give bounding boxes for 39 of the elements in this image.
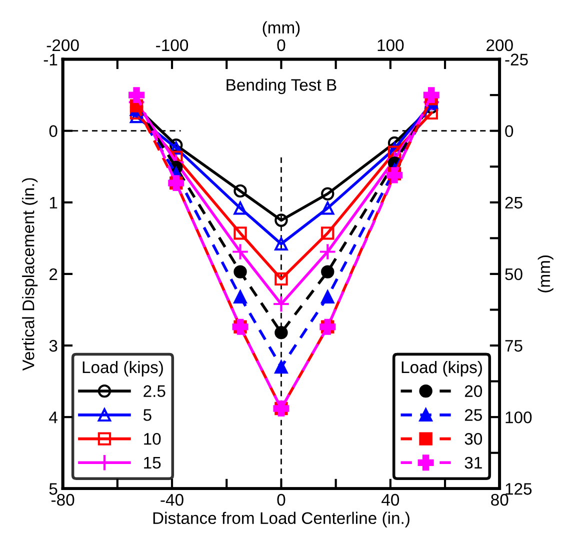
y-tick-label: 4: [49, 412, 58, 424]
x-tick-label: 80: [491, 494, 508, 506]
y-tick-label: -1: [44, 54, 58, 66]
x-tick-label: 0: [277, 494, 286, 506]
legend-label: 10: [144, 432, 161, 445]
x-tick-label: -80: [52, 494, 74, 506]
y-tick-label: 3: [49, 340, 58, 352]
legend-label: 20: [464, 385, 482, 398]
legend-title: Load (kips): [82, 360, 163, 376]
y-tick-label: 0: [49, 125, 58, 138]
x-tick-label: 40: [382, 494, 400, 506]
x2-tick-label: -200: [46, 39, 79, 52]
y-tick-label: 5: [49, 483, 58, 495]
legend-label: 5: [143, 409, 152, 421]
x2-tick-label: 100: [378, 39, 404, 52]
y2-tick-label: 50: [505, 268, 522, 280]
legend-label: 30: [464, 432, 482, 445]
legend-label: 31: [464, 456, 482, 469]
legend-label: 25: [464, 409, 482, 421]
y2-tick-label: 100: [506, 411, 532, 424]
y-tick-label: 2: [50, 268, 58, 280]
legend-label: 15: [144, 457, 161, 469]
y2-tick-label: 125: [506, 483, 532, 495]
y2-axis-title: (mm): [538, 256, 554, 292]
y-tick-label: 1: [50, 196, 58, 208]
y2-tick-label: -25: [505, 54, 528, 66]
x-tick-label: -40: [160, 494, 184, 506]
x-axis-title: Distance from Load Centerline (in.): [153, 512, 410, 528]
y2-tick-label: 0: [505, 125, 514, 138]
x2-axis-title: (mm): [262, 21, 300, 37]
y-axis-title: Vertical Displacement (in.): [22, 178, 38, 371]
y2-tick-label: 75: [505, 340, 522, 352]
y2-tick-label: 25: [505, 196, 522, 209]
x2-tick-label: -100: [156, 39, 188, 52]
text: Load (kips): [402, 360, 482, 376]
x2-tick-label: 200: [486, 39, 513, 52]
x2-tick-label: 0: [277, 39, 286, 52]
legend-label: 2.5: [144, 385, 166, 398]
text: Bending Test B: [226, 78, 336, 94]
